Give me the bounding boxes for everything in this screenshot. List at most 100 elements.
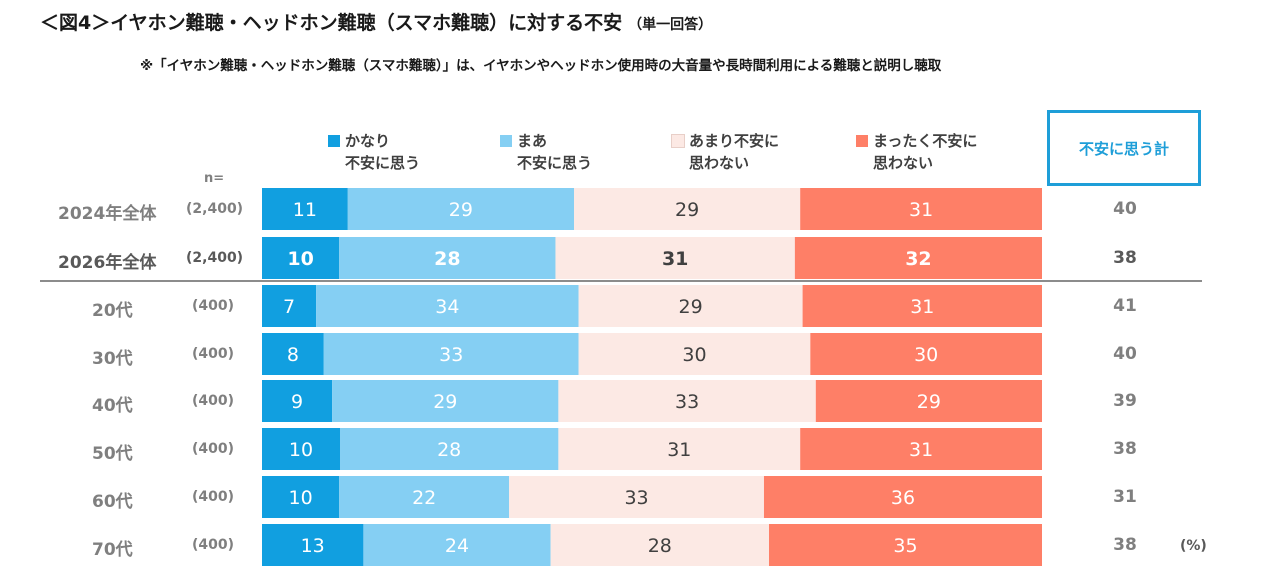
bar-segment-not-very-anxious	[578, 285, 803, 327]
bar-segment-not-very-anxious	[555, 237, 795, 279]
data-label: 28	[434, 248, 460, 270]
legend-label: かなり 不安に思う	[345, 132, 421, 172]
legend-label: まったく不安に 思わない	[873, 132, 978, 172]
bar-segment-not-very-anxious	[574, 188, 801, 230]
bar-segment-somewhat-anxious	[323, 333, 579, 375]
category-label: 20代	[92, 301, 133, 321]
data-label: 29	[679, 296, 703, 318]
category-label: 40代	[92, 396, 133, 416]
bar-segment-not-at-all-anxious	[815, 380, 1042, 422]
bar-segment-very-anxious	[262, 333, 324, 375]
sample-size-label: (400)	[192, 537, 235, 553]
data-label: 10	[289, 439, 313, 461]
unit-label: (%)	[1180, 538, 1207, 554]
legend-item-not-very-anxious: あまり不安に 思わない	[671, 130, 780, 174]
sample-size-label: (400)	[192, 489, 235, 505]
data-label: 31	[667, 439, 691, 461]
data-label: 32	[905, 248, 931, 270]
bar-segment-somewhat-anxious	[339, 237, 556, 279]
data-label: 31	[909, 199, 933, 221]
bar-segment-not-at-all-anxious	[810, 333, 1042, 375]
data-label: 7	[283, 296, 295, 318]
category-label: 2024年全体	[58, 204, 157, 224]
legend-item-very-anxious: かなり 不安に思う	[328, 130, 420, 174]
anxious-total-value: 39	[1113, 391, 1137, 411]
data-label: 31	[909, 439, 933, 461]
data-label: 34	[435, 296, 459, 318]
sample-size-label: (400)	[192, 393, 235, 409]
legend-swatch	[671, 134, 685, 148]
legend-item-not-at-all-anxious: まったく不安に 思わない	[856, 130, 977, 174]
legend-swatch	[856, 135, 868, 147]
sample-size-label: (400)	[192, 298, 235, 314]
data-label: 31	[662, 248, 688, 270]
data-label: 29	[449, 199, 473, 221]
data-label: 22	[412, 487, 436, 509]
total-header: 不安に思う計	[1047, 110, 1201, 186]
bar-segment-not-very-anxious	[558, 428, 801, 470]
n-label: n=	[204, 171, 225, 186]
legend-label: あまり不安に 思わない	[689, 132, 780, 172]
bar-segment-very-anxious	[262, 428, 340, 470]
bar-segment-very-anxious	[262, 380, 333, 422]
bar-segment-not-very-anxious	[550, 524, 769, 566]
data-label: 36	[891, 487, 915, 509]
category-label: 2026年全体	[58, 253, 157, 273]
data-label: 30	[914, 344, 938, 366]
anxious-total-value: 40	[1113, 344, 1137, 364]
sample-size-label: (400)	[192, 441, 235, 457]
data-label: 29	[675, 199, 699, 221]
sample-size-label: (400)	[192, 346, 235, 362]
bar-segment-not-at-all-anxious	[794, 237, 1042, 279]
data-label: 24	[445, 535, 469, 557]
anxious-total-value: 41	[1113, 296, 1137, 316]
bar-segment-somewhat-anxious	[339, 476, 510, 518]
bar-segment-not-very-anxious	[509, 476, 764, 518]
sample-size-label: (2,400)	[186, 201, 244, 217]
data-label: 29	[433, 391, 457, 413]
anxious-total-value: 38	[1113, 535, 1137, 555]
category-label: 30代	[92, 349, 133, 369]
bar-segment-very-anxious	[262, 188, 348, 230]
data-label: 33	[439, 344, 463, 366]
category-label: 70代	[92, 540, 133, 560]
data-label: 11	[293, 199, 317, 221]
bar-segment-not-at-all-anxious	[769, 524, 1042, 566]
bar-segment-not-very-anxious	[578, 333, 811, 375]
legend-swatch	[500, 135, 512, 147]
bar-segment-not-very-anxious	[558, 380, 816, 422]
bar-segment-somewhat-anxious	[347, 188, 574, 230]
anxious-total-value: 40	[1113, 199, 1137, 219]
anxious-total-value: 38	[1113, 248, 1137, 268]
data-label: 8	[287, 344, 299, 366]
data-label: 10	[287, 248, 313, 270]
data-label: 28	[648, 535, 672, 557]
legend-label: まあ 不安に思う	[517, 132, 593, 172]
data-label: 10	[289, 487, 313, 509]
bar-segment-very-anxious	[262, 285, 317, 327]
data-label: 35	[893, 535, 917, 557]
bar-segment-not-at-all-anxious	[800, 428, 1042, 470]
bar-segment-not-at-all-anxious	[800, 188, 1042, 230]
category-label: 50代	[92, 444, 133, 464]
bar-segment-not-at-all-anxious	[802, 285, 1042, 327]
data-label: 9	[291, 391, 303, 413]
category-label: 60代	[92, 492, 133, 512]
anxious-total-value: 31	[1113, 487, 1137, 507]
bar-segment-very-anxious	[262, 476, 340, 518]
bar-segment-very-anxious	[262, 237, 340, 279]
data-label: 30	[682, 344, 706, 366]
legend-item-somewhat-anxious: まあ 不安に思う	[500, 130, 592, 174]
anxious-total-value: 38	[1113, 439, 1137, 459]
chart-note: ※「イヤホン難聴・ヘッドホン難聴（スマホ難聴）」は、イヤホンやヘッドホン使用時の…	[140, 58, 942, 74]
data-label: 29	[917, 391, 941, 413]
bar-segment-somewhat-anxious	[363, 524, 551, 566]
bar-segment-not-at-all-anxious	[763, 476, 1042, 518]
chart-title: ＜図4＞イヤホン難聴・ヘッドホン難聴（スマホ難聴）に対する不安 （単一回答）	[40, 12, 713, 34]
bar-segment-somewhat-anxious	[316, 285, 579, 327]
divider	[40, 280, 1202, 282]
data-label: 31	[910, 296, 934, 318]
bar-segment-very-anxious	[262, 524, 364, 566]
data-label: 33	[675, 391, 699, 413]
